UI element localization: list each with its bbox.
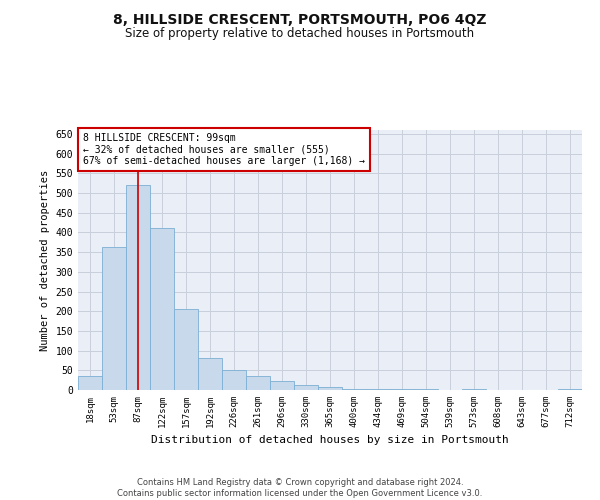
Bar — [246, 376, 270, 390]
Bar — [198, 358, 222, 390]
Bar — [390, 389, 414, 390]
Bar — [222, 370, 246, 390]
Y-axis label: Number of detached properties: Number of detached properties — [40, 170, 50, 350]
Bar — [78, 376, 102, 390]
Bar — [174, 309, 198, 390]
Bar — [414, 389, 438, 390]
Bar — [318, 387, 342, 390]
Text: Contains HM Land Registry data © Crown copyright and database right 2024.
Contai: Contains HM Land Registry data © Crown c… — [118, 478, 482, 498]
Text: 8 HILLSIDE CRESCENT: 99sqm
← 32% of detached houses are smaller (555)
67% of sem: 8 HILLSIDE CRESCENT: 99sqm ← 32% of deta… — [83, 132, 365, 166]
Bar — [558, 389, 582, 390]
Text: Size of property relative to detached houses in Portsmouth: Size of property relative to detached ho… — [125, 28, 475, 40]
Bar — [462, 389, 486, 390]
Bar — [270, 382, 294, 390]
Bar — [342, 389, 366, 390]
X-axis label: Distribution of detached houses by size in Portsmouth: Distribution of detached houses by size … — [151, 436, 509, 446]
Text: 8, HILLSIDE CRESCENT, PORTSMOUTH, PO6 4QZ: 8, HILLSIDE CRESCENT, PORTSMOUTH, PO6 4Q… — [113, 12, 487, 26]
Bar — [126, 185, 150, 390]
Bar — [102, 247, 126, 390]
Bar — [150, 228, 174, 390]
Bar — [366, 389, 390, 390]
Bar — [294, 386, 318, 390]
